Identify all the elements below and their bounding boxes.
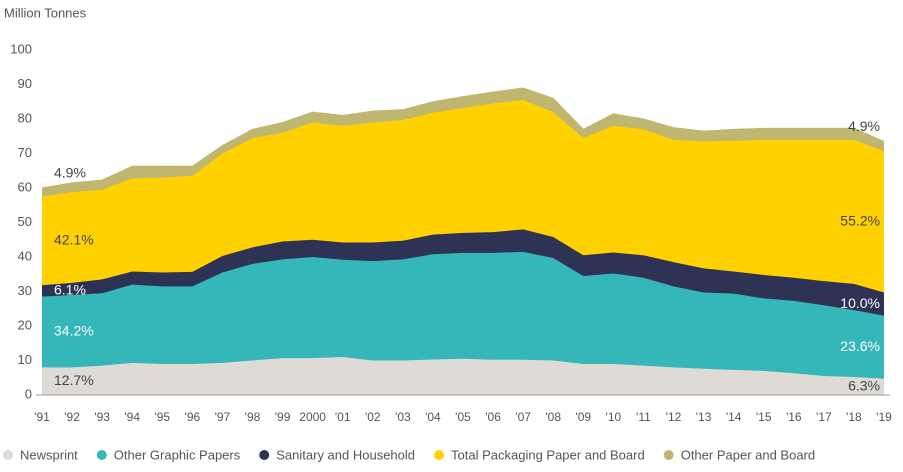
area-label: 4.9% <box>54 165 86 181</box>
y-tick-label: 30 <box>18 283 32 298</box>
y-tick-label: 100 <box>10 41 32 56</box>
x-tick-label: '01 <box>335 410 351 424</box>
legend-label: Other Graphic Papers <box>114 447 241 462</box>
area-edge <box>41 87 885 189</box>
x-tick-label: '08 <box>545 410 561 424</box>
x-tick-label: '99 <box>275 410 291 424</box>
area-label: 42.1% <box>54 232 94 248</box>
x-tick-label: '96 <box>185 410 201 424</box>
x-tick-label: '98 <box>245 410 261 424</box>
x-tick-label: '95 <box>154 410 170 424</box>
y-tick-label: 90 <box>18 76 32 91</box>
legend-swatch <box>434 450 445 460</box>
area-label: 4.9% <box>848 118 880 134</box>
area <box>42 251 884 379</box>
area <box>42 357 884 395</box>
area <box>42 229 884 316</box>
area-label: 10.0% <box>840 295 880 311</box>
area-label: 34.2% <box>54 323 94 339</box>
legend-swatch <box>96 450 107 460</box>
x-tick-label: 2000 <box>299 410 326 424</box>
y-tick-label: 70 <box>18 145 32 160</box>
x-tick-label: '09 <box>575 410 591 424</box>
legend-label: Total Packaging Paper and Board <box>451 447 645 462</box>
y-tick-label: 80 <box>18 110 32 125</box>
legend-swatch <box>663 450 674 460</box>
y-tick-label: 50 <box>18 214 32 229</box>
legend-swatch <box>3 450 13 460</box>
x-tick-label: '97 <box>215 410 231 424</box>
x-tick-label: '91 <box>34 410 50 424</box>
x-tick-label: '13 <box>696 410 712 424</box>
x-tick-label: '12 <box>666 410 682 424</box>
x-tick-label: '03 <box>395 410 411 424</box>
y-tick-label: 0 <box>25 386 32 401</box>
area-label: 12.7% <box>54 372 94 388</box>
x-tick-label: '11 <box>636 410 651 424</box>
legend-label: Newsprint <box>20 447 78 462</box>
legend-label: Sanitary and Household <box>276 447 415 462</box>
x-tick-label: '06 <box>485 410 501 424</box>
area-label: 6.1% <box>54 282 86 298</box>
x-tick-label: '17 <box>816 410 832 424</box>
x-tick-label: '18 <box>846 410 862 424</box>
x-tick-label: '15 <box>756 410 772 424</box>
x-tick-label: '10 <box>606 410 622 424</box>
legend-label: Other Paper and Board <box>681 447 815 462</box>
y-axis-label: Million Tonnes <box>4 5 87 20</box>
x-tick-label: '94 <box>124 410 140 424</box>
x-tick-label: '07 <box>515 410 531 424</box>
x-tick-label: '16 <box>786 410 802 424</box>
y-tick-label: 20 <box>18 317 32 332</box>
y-tick-label: 40 <box>18 248 32 263</box>
x-tick-label: '19 <box>876 410 892 424</box>
legend-swatch <box>259 450 270 460</box>
x-tick-label: '04 <box>425 410 441 424</box>
x-tick-label: '02 <box>365 410 381 424</box>
y-tick-label: 10 <box>18 352 32 367</box>
y-tick-label: 60 <box>18 179 32 194</box>
x-tick-label: '92 <box>64 410 80 424</box>
area-label: 55.2% <box>840 213 880 229</box>
area-label: 23.6% <box>840 338 880 354</box>
area <box>42 100 884 293</box>
x-tick-label: '05 <box>455 410 471 424</box>
area-label: 6.3% <box>848 378 880 394</box>
x-tick-label: '14 <box>726 410 742 424</box>
x-tick-label: '93 <box>94 410 110 424</box>
